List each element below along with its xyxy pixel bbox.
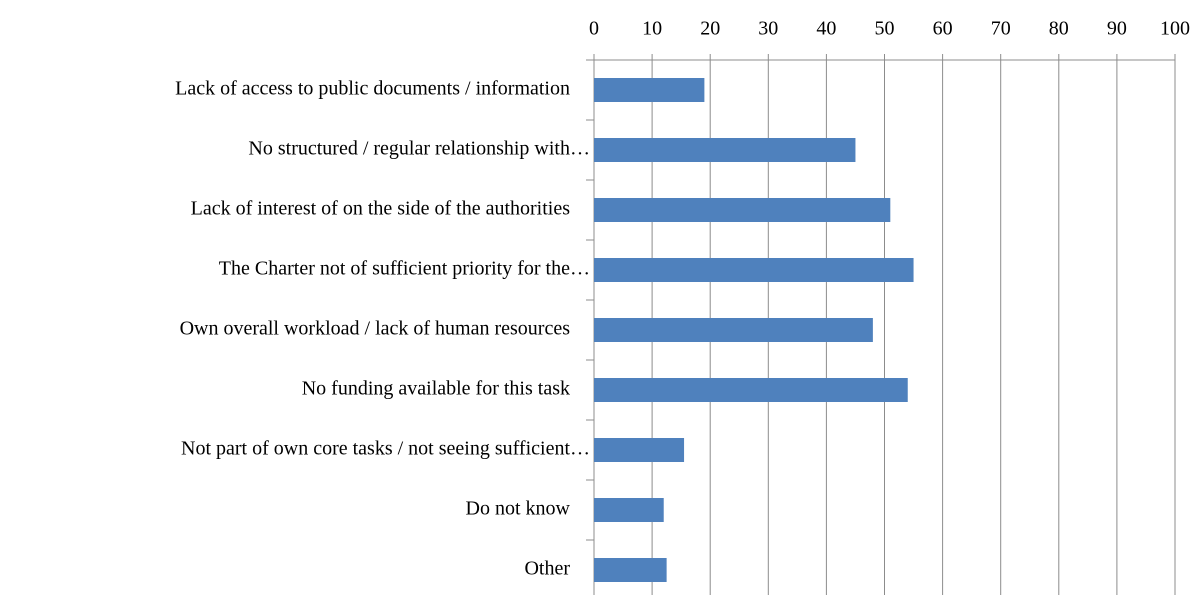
bar bbox=[594, 78, 705, 102]
bar bbox=[594, 318, 873, 342]
bar bbox=[594, 558, 667, 582]
y-tick-label: Other bbox=[524, 558, 570, 580]
x-tick-label: 90 bbox=[1107, 18, 1127, 40]
x-tick-label: 30 bbox=[758, 18, 778, 40]
x-tick-label: 10 bbox=[642, 18, 662, 40]
bar bbox=[594, 378, 908, 402]
x-tick-label: 70 bbox=[991, 18, 1011, 40]
bar bbox=[594, 258, 914, 282]
bar bbox=[594, 498, 664, 522]
y-tick-label: The Charter not of sufficient priority f… bbox=[219, 258, 590, 280]
y-tick-label: Own overall workload / lack of human res… bbox=[180, 318, 571, 340]
y-tick-label: Not part of own core tasks / not seeing … bbox=[181, 438, 590, 460]
x-tick-label: 60 bbox=[933, 18, 953, 40]
y-tick-label: Lack of interest of on the side of the a… bbox=[191, 198, 571, 220]
x-tick-label: 0 bbox=[589, 18, 599, 40]
bar bbox=[594, 438, 685, 462]
y-tick-label: No funding available for this task bbox=[302, 378, 570, 400]
y-tick-label: Do not know bbox=[466, 498, 571, 520]
y-tick-label: Lack of access to public documents / inf… bbox=[175, 78, 570, 100]
y-tick-label: No structured / regular relationship wit… bbox=[248, 138, 590, 160]
x-tick-label: 40 bbox=[816, 18, 836, 40]
x-tick-label: 100 bbox=[1160, 18, 1190, 40]
bar bbox=[594, 198, 891, 222]
x-tick-label: 20 bbox=[700, 18, 720, 40]
x-tick-label: 50 bbox=[875, 18, 895, 40]
bar bbox=[594, 138, 856, 162]
x-tick-label: 80 bbox=[1049, 18, 1069, 40]
